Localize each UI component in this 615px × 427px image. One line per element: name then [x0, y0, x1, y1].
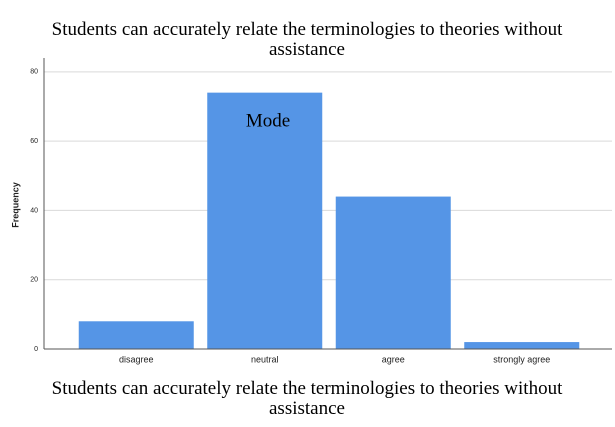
chart-title: Students can accurately relate the termi… [51, 19, 563, 60]
y-tick-label: 40 [30, 207, 38, 214]
y-tick-label: 60 [30, 138, 38, 145]
y-tick-label: 80 [30, 69, 38, 76]
bar [464, 342, 580, 349]
bar [335, 196, 451, 349]
bar [207, 92, 323, 350]
y-tick-label: 0 [34, 346, 38, 353]
x-axis-label: Students can accurately relate the termi… [51, 378, 563, 419]
x-tick-label: neutral [251, 354, 279, 364]
x-tick-label: strongly agree [493, 354, 550, 364]
x-tick-label: agree [382, 354, 405, 364]
y-axis-label: Frequency [10, 182, 20, 228]
x-tick-label: disagree [119, 354, 154, 364]
y-tick-label: 20 [30, 277, 38, 284]
annotation: Mode [246, 110, 290, 131]
bar [78, 321, 194, 349]
